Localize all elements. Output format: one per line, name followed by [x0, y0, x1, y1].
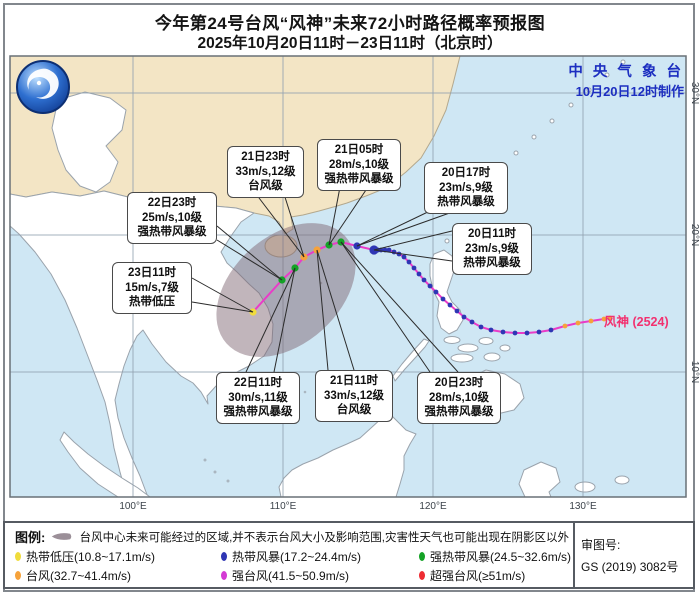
- past-position-dot: [440, 296, 446, 302]
- cone-icon: [52, 533, 72, 540]
- td-dot-icon: [15, 552, 21, 561]
- past-position-dot: [575, 320, 581, 326]
- past-position-dot: [421, 277, 427, 283]
- past-position-dot: [416, 271, 422, 277]
- lon-tick-label: 110°E: [270, 501, 297, 512]
- past-position-dot: [524, 330, 530, 336]
- legend-item-ty: 台风(32.7~41.4m/s): [15, 567, 221, 584]
- lon-tick-label: 120°E: [419, 501, 447, 512]
- lon-tick-label: 100°E: [119, 501, 147, 512]
- legend-content: 图例: 台风中心未来可能经过的区域,并不表示台风大小及影响范围,灾害性天气也可能…: [5, 523, 573, 587]
- legend-item-td: 热带低压(10.8~17.1m/s): [15, 548, 221, 565]
- callout-leader-line: [316, 249, 329, 371]
- legend-heading: 图例:: [15, 530, 46, 545]
- agency-name: 中 央 气 象 台: [568, 64, 684, 80]
- past-position-dot: [411, 265, 417, 271]
- agency-issued-time: 10月20日12时制作: [575, 84, 684, 99]
- cma-logo: [16, 60, 70, 114]
- legend-item-ts: 热带风暴(17.2~24.4m/s): [221, 548, 419, 565]
- sty-dot-icon: [221, 571, 227, 580]
- ts-dot-icon: [221, 552, 227, 561]
- past-position-dot: [601, 316, 607, 322]
- ty-dot-icon: [15, 571, 21, 580]
- palawan-island: [392, 338, 430, 382]
- callout-leader-line: [245, 267, 296, 373]
- lat-tick-label: 20°N: [689, 224, 700, 246]
- past-position-dot: [469, 319, 475, 325]
- lon-tick-label: 130°E: [569, 501, 597, 512]
- ryukyu-islands: [494, 59, 626, 173]
- legend-item-ssty: 超强台风(≥51m/s): [419, 567, 571, 584]
- map-border: [9, 55, 687, 498]
- past-position-dot: [433, 289, 439, 295]
- past-position-dot: [512, 330, 518, 336]
- callout-leader-line: [216, 225, 283, 281]
- callout-leader-line: [340, 241, 459, 373]
- past-position-dot: [447, 302, 453, 308]
- sts-dot-icon: [419, 552, 425, 561]
- past-position-dot: [401, 254, 407, 260]
- past-position-dot: [427, 283, 433, 289]
- approval-label: 审图号:: [581, 537, 621, 552]
- legend-panel: 图例: 台风中心未来可能经过的区域,并不表示台风大小及影响范围,灾害性天气也可能…: [3, 521, 695, 589]
- past-position-dot: [406, 259, 412, 265]
- myanmar-laos-land: [51, 91, 127, 193]
- callout-leader-line: [216, 239, 283, 281]
- past-position-dot: [386, 247, 392, 253]
- callout-leader-line: [373, 230, 453, 251]
- callout-leader-line: [340, 241, 431, 373]
- ssty-dot-icon: [419, 571, 425, 580]
- past-position-dot: [588, 318, 594, 324]
- callout-leader-line: [191, 277, 254, 313]
- approval-number: GS (2019) 3082号: [581, 559, 679, 574]
- callout-leader-lines: [191, 186, 459, 373]
- sulawesi-island: [518, 461, 561, 497]
- callout-leader-line: [316, 249, 355, 371]
- past-position-dot: [607, 315, 613, 321]
- callout-leader-line: [356, 209, 433, 247]
- cone-note: 台风中心未来可能经过的区域,并不表示台风大小及影响范围,灾害性天气也可能出现在阴…: [79, 531, 569, 544]
- callout-leader-line: [273, 267, 296, 373]
- probability-cone: [216, 223, 356, 357]
- legend-items: 热带低压(10.8~17.1m/s) 热带风暴(17.2~24.4m/s) 强热…: [15, 548, 571, 584]
- lat-tick-label: 30°N: [689, 82, 700, 104]
- visayas-islands: [443, 336, 511, 363]
- past-position-dot: [454, 308, 460, 314]
- past-position-dot: [500, 329, 506, 335]
- indochina-land: [10, 190, 274, 497]
- past-position-dot: [478, 324, 484, 330]
- past-position-dot: [562, 323, 568, 329]
- legend-item-sty: 强台风(41.5~50.9m/s): [221, 567, 419, 584]
- callout-leader-line: [191, 301, 254, 313]
- agency-block: 中 央 气 象 台 10月20日12时制作: [568, 60, 684, 100]
- callout-leader-line: [373, 249, 453, 262]
- sumatra-island: [59, 431, 151, 497]
- past-position-dot: [461, 314, 467, 320]
- past-position-dot: [536, 329, 542, 335]
- callout-leader-line: [356, 209, 459, 247]
- callout-leader-line: [328, 186, 369, 246]
- approval-block: 审图号: GS (2019) 3082号: [573, 523, 693, 587]
- page-subtitle: 2025年10月20日11时－23日11时（北京时）: [197, 35, 503, 52]
- callout-leader-line: [255, 193, 305, 258]
- past-position-dot: [488, 327, 494, 333]
- callout-leader-line: [328, 186, 341, 246]
- small-island: [614, 475, 630, 485]
- small-island: [574, 481, 596, 493]
- callout-leader-line: [283, 193, 305, 258]
- legend-item-sts: 强热带风暴(24.5~32.6m/s): [419, 548, 571, 565]
- past-position-dot: [391, 249, 397, 255]
- past-position-dot: [548, 327, 554, 333]
- page-title: 今年第24号台风“风神”未来72小时路径概率预报图: [154, 14, 546, 33]
- storm-name-label: 风神 (2524): [604, 315, 669, 329]
- lat-tick-label: 10°N: [689, 361, 700, 383]
